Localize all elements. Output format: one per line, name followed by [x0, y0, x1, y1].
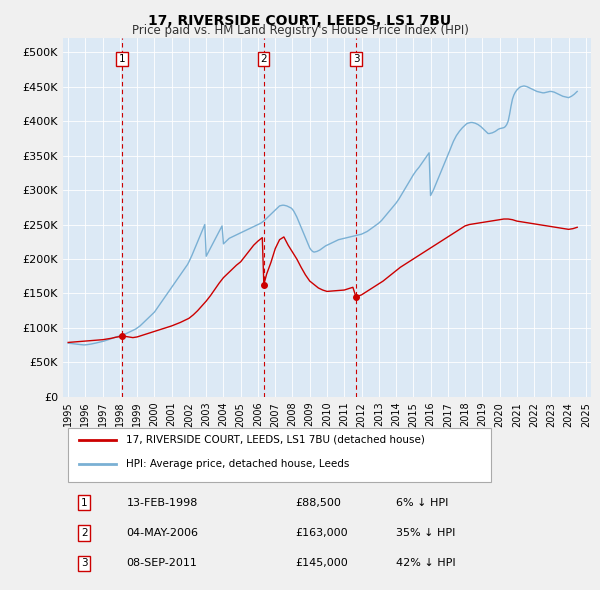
Text: £163,000: £163,000: [295, 528, 348, 538]
Text: 3: 3: [81, 558, 88, 568]
Text: 1: 1: [119, 54, 125, 64]
Text: £88,500: £88,500: [295, 497, 341, 507]
Text: 04-MAY-2006: 04-MAY-2006: [127, 528, 199, 538]
Text: 2: 2: [81, 528, 88, 538]
Text: 08-SEP-2011: 08-SEP-2011: [127, 558, 197, 568]
Text: 3: 3: [353, 54, 359, 64]
Text: 1: 1: [81, 497, 88, 507]
Text: HPI: Average price, detached house, Leeds: HPI: Average price, detached house, Leed…: [127, 458, 350, 468]
Text: 6% ↓ HPI: 6% ↓ HPI: [395, 497, 448, 507]
FancyBboxPatch shape: [68, 428, 491, 482]
Text: Price paid vs. HM Land Registry's House Price Index (HPI): Price paid vs. HM Land Registry's House …: [131, 24, 469, 37]
Text: 13-FEB-1998: 13-FEB-1998: [127, 497, 198, 507]
Text: 2: 2: [260, 54, 267, 64]
Text: 35% ↓ HPI: 35% ↓ HPI: [395, 528, 455, 538]
Text: £145,000: £145,000: [295, 558, 348, 568]
Text: 17, RIVERSIDE COURT, LEEDS, LS1 7BU (detached house): 17, RIVERSIDE COURT, LEEDS, LS1 7BU (det…: [127, 435, 425, 445]
Text: 42% ↓ HPI: 42% ↓ HPI: [395, 558, 455, 568]
Text: 17, RIVERSIDE COURT, LEEDS, LS1 7BU: 17, RIVERSIDE COURT, LEEDS, LS1 7BU: [148, 14, 452, 28]
